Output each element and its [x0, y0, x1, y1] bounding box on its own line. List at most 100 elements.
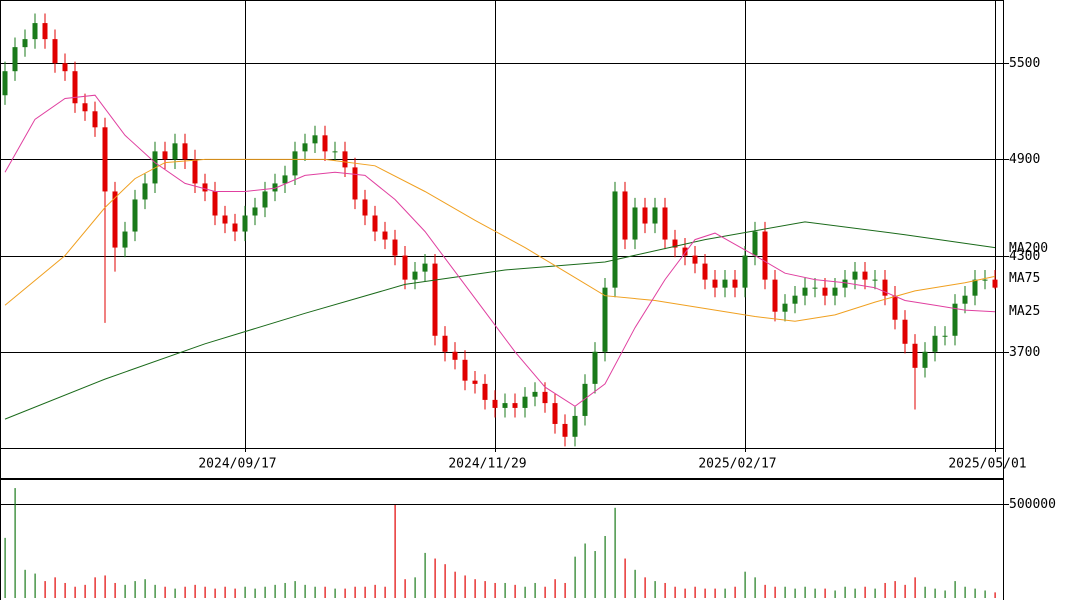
volume-bar	[274, 584, 276, 598]
candle-body	[432, 263, 438, 336]
volume-bar	[574, 556, 576, 598]
candle-body	[242, 215, 248, 232]
volume-bar	[364, 586, 366, 598]
candle-body	[602, 287, 608, 352]
volume-bar	[494, 582, 496, 598]
candle-body	[742, 255, 748, 288]
candle-body	[652, 207, 658, 224]
candle-body	[622, 191, 628, 240]
volume-bar	[514, 584, 516, 598]
candle-body	[802, 287, 808, 296]
candle-body	[492, 399, 498, 408]
candle-body	[232, 223, 238, 232]
candle-body	[322, 135, 328, 152]
volume-bar	[484, 581, 486, 598]
candle-body	[22, 39, 28, 48]
candle-body	[482, 383, 488, 400]
candle-body	[452, 351, 458, 360]
volume-bar	[704, 588, 706, 598]
x-tick-label: 2024/09/17	[198, 457, 276, 472]
volume-bar	[244, 586, 246, 598]
volume-bar	[404, 579, 406, 598]
volume-bar	[64, 582, 66, 598]
volume-bar	[144, 579, 146, 598]
candle-body	[412, 271, 418, 280]
candle-body	[362, 199, 368, 216]
candle-body	[952, 303, 958, 336]
candle-body	[462, 359, 468, 381]
volume-frame	[0, 479, 1004, 600]
candle-body	[582, 383, 588, 416]
volume-bar	[934, 588, 936, 598]
volume-bar	[674, 586, 676, 598]
volume-bar	[724, 588, 726, 598]
candle-body	[832, 287, 838, 296]
candle-body	[632, 207, 638, 240]
volume-bar	[154, 584, 156, 598]
volume-bar	[294, 581, 296, 598]
candle-body	[502, 403, 508, 408]
candle-body	[552, 403, 558, 424]
volume-bar	[964, 586, 966, 598]
volume-bar	[834, 590, 836, 598]
volume-bar	[854, 588, 856, 598]
candle-body	[342, 151, 348, 168]
volume-bar	[944, 590, 946, 598]
candle-body	[522, 396, 528, 408]
candle-body	[472, 380, 478, 384]
ma-line	[4, 158, 996, 322]
candle-body	[922, 351, 928, 368]
candle-body	[112, 191, 118, 248]
volume-bar	[654, 581, 656, 598]
candle-body	[642, 207, 648, 224]
volume-bar	[954, 581, 956, 598]
legend-label: MA25	[1009, 304, 1040, 319]
volume-bar	[34, 573, 36, 598]
candle-body	[592, 351, 598, 384]
volume-bar	[314, 586, 316, 598]
candle-body	[852, 271, 858, 280]
candle-body	[82, 103, 88, 112]
candle-body	[162, 151, 168, 160]
candle-body	[252, 207, 258, 216]
candle-body	[882, 279, 888, 296]
volume-bar	[634, 569, 636, 598]
candle-body	[302, 143, 308, 152]
candle-body	[72, 71, 78, 104]
volume-bar	[604, 535, 606, 598]
volume-bar	[334, 588, 336, 598]
ma-line	[4, 221, 996, 420]
y-tick-label: 4300	[1009, 249, 1040, 264]
volume-bar	[924, 586, 926, 598]
candle-body	[532, 391, 538, 397]
candle-body	[812, 287, 818, 289]
candle-body	[52, 39, 58, 64]
volume-bar	[74, 586, 76, 598]
candle-body	[942, 335, 948, 337]
candle-body	[372, 215, 378, 232]
volume-bar	[534, 582, 536, 598]
volume-bar	[194, 584, 196, 598]
candle-body	[42, 23, 48, 40]
volume-bar	[94, 577, 96, 598]
volume-bar	[784, 586, 786, 598]
volume-bar	[324, 586, 326, 598]
candle-body	[722, 279, 728, 288]
volume-bar	[884, 582, 886, 598]
candle-body	[332, 151, 338, 153]
candle-body	[712, 279, 718, 288]
candle-body	[672, 239, 678, 248]
volume-bar	[524, 586, 526, 598]
volume-bar	[104, 575, 106, 598]
volume-bar	[304, 584, 306, 598]
candle-body	[222, 215, 228, 224]
volume-bar	[14, 488, 16, 598]
volume-bar	[424, 552, 426, 598]
candle-body	[12, 47, 18, 72]
date-band	[0, 448, 1004, 479]
volume-bar	[344, 588, 346, 598]
volume-bar	[284, 582, 286, 598]
candle-body	[512, 403, 518, 408]
candle-body	[272, 183, 278, 192]
